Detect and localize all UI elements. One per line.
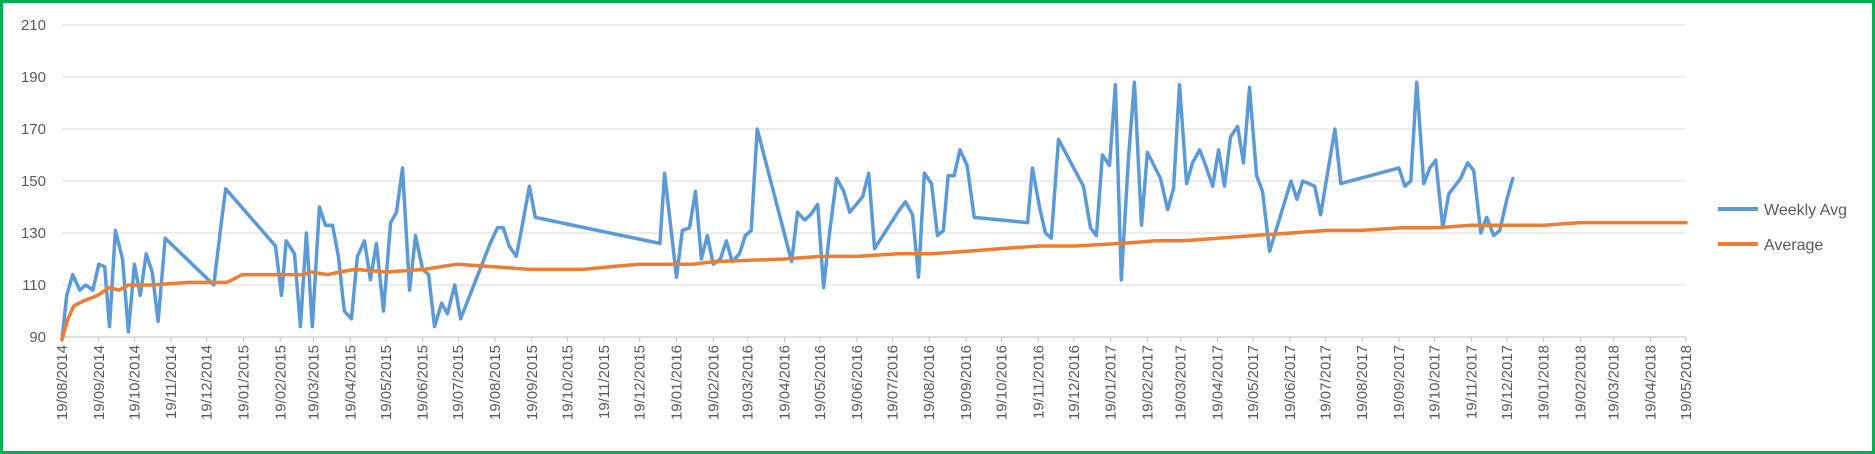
y-tick-label: 150 [21,173,46,190]
x-tick-label: 19/07/2015 [450,345,467,420]
x-tick-label: 19/09/2016 [958,345,975,420]
y-tick-label: 190 [21,69,46,86]
x-tick-label: 19/12/2015 [632,345,649,420]
x-tick-label: 19/10/2014 [126,345,143,420]
x-tick-label: 19/08/2014 [54,345,71,420]
x-tick-label: 19/03/2018 [1606,345,1623,420]
x-tick-label: 19/10/2016 [994,345,1011,420]
x-tick-label: 19/04/2017 [1209,345,1226,420]
x-tick-label: 19/11/2015 [596,345,613,419]
x-tick-label: 19/01/2017 [1103,345,1120,420]
x-tick-label: 19/08/2017 [1354,345,1371,420]
x-tick-label: 19/03/2016 [740,345,757,420]
x-tick-label: 19/12/2017 [1499,345,1516,420]
legend-label: Average [1764,237,1823,254]
x-tick-label: 19/01/2015 [235,345,252,420]
x-tick-label: 19/06/2015 [415,345,432,420]
x-tick-label: 19/05/2017 [1245,345,1262,420]
x-tick-label: 19/04/2015 [342,345,359,420]
x-tick-label: 19/12/2014 [199,345,216,420]
x-tick-label: 19/09/2017 [1391,345,1408,420]
y-tick-label: 210 [21,17,46,34]
x-tick-label: 19/04/2016 [776,345,793,420]
x-axis [61,336,1687,342]
x-tick-label: 19/11/2017 [1463,345,1480,419]
x-tick-label: 19/11/2016 [1030,345,1047,419]
x-tick-label: 19/06/2017 [1282,345,1299,420]
x-tick-label: 19/01/2016 [668,345,685,420]
x-tick-label: 19/09/2015 [524,345,541,420]
x-tick-label: 19/07/2016 [884,345,901,420]
y-tick-label: 110 [22,277,46,294]
x-tick-label: 19/06/2016 [849,345,866,420]
x-axis-ticks: 19/08/2014 19/09/2014 19/10/2014 19/11/2014… [54,345,1695,420]
x-tick-label: 19/05/2018 [1678,345,1695,420]
series-line-weekly-avg [60,80,1515,342]
series-line-average [60,220,1688,342]
x-tick-label: 19/10/2015 [559,345,576,420]
x-tick-label: 19/02/2017 [1139,345,1156,420]
x-tick-label: 19/02/2015 [272,345,289,420]
x-tick-label: 19/04/2018 [1642,345,1659,420]
x-tick-label: 19/10/2017 [1427,345,1444,420]
x-tick-label: 19/08/2016 [921,345,938,420]
x-tick-label: 19/12/2016 [1066,345,1083,420]
y-tick-label: 90 [29,329,46,346]
legend-label: Weekly Avg [1764,202,1847,219]
x-tick-label: 19/03/2015 [305,345,322,420]
x-tick-label: 19/08/2015 [487,345,504,420]
x-tick-label: 19/05/2015 [378,345,395,420]
legend: Weekly Avg Average [1718,202,1847,254]
series-lines [60,80,1688,342]
y-axis-ticks: 90 110 130 150 170 190 210 [21,17,46,346]
x-tick-label: 19/11/2014 [163,345,180,419]
x-tick-label: 19/03/2017 [1173,345,1190,420]
x-tick-label: 19/02/2018 [1572,345,1589,420]
y-tick-label: 130 [21,225,46,242]
x-tick-label: 19/07/2017 [1317,345,1334,420]
x-tick-label: 19/05/2016 [812,345,829,420]
x-tick-label: 19/09/2014 [91,345,108,420]
x-tick-label: 19/01/2018 [1536,345,1553,420]
x-tick-label: 19/02/2016 [705,345,722,420]
y-tick-label: 170 [21,121,46,138]
